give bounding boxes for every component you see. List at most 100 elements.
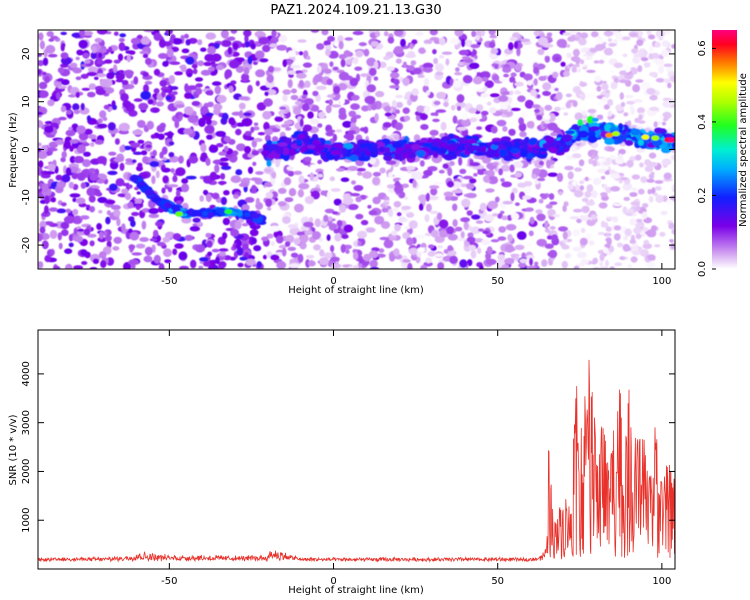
heatmap-cell <box>504 155 513 162</box>
heatmap-cell <box>481 239 491 246</box>
heatmap-cell <box>63 140 71 150</box>
heatmap-cell <box>55 139 65 145</box>
heatmap-cell <box>342 196 354 205</box>
heatmap-cell <box>151 175 156 185</box>
heatmap-cell <box>651 187 656 195</box>
heatmap-cell <box>38 142 42 147</box>
heatmap-cell <box>354 66 363 71</box>
heatmap-cell <box>275 146 284 154</box>
heatmap-cell <box>534 261 539 266</box>
heatmap-cell <box>88 83 97 90</box>
heatmap-cell <box>660 49 670 57</box>
heatmap-cell <box>575 184 580 192</box>
heatmap-cell <box>471 30 476 37</box>
heatmap-cell <box>542 142 553 149</box>
heatmap-cell <box>584 191 592 198</box>
heatmap-cell <box>670 243 675 250</box>
snr-x-axis-label: Height of straight line (km) <box>288 585 424 596</box>
heatmap-cell <box>585 92 596 99</box>
heatmap-cell <box>476 88 485 93</box>
heatmap-cell <box>497 213 503 219</box>
heatmap-cell <box>50 197 56 203</box>
heatmap-cell <box>167 184 179 188</box>
heatmap-cell <box>648 196 654 203</box>
heatmap-cell <box>285 234 295 244</box>
heatmap-cells <box>38 30 675 269</box>
heatmap-cell <box>631 136 638 141</box>
heatmap-cell <box>57 67 65 74</box>
heatmap-cell <box>287 224 298 229</box>
heatmap-cell <box>485 188 495 193</box>
heatmap-cell <box>418 47 426 54</box>
heatmap-cell <box>604 259 609 267</box>
heatmap-cell <box>131 211 140 217</box>
heatmap-cell <box>393 30 404 37</box>
heatmap-cell <box>214 85 222 95</box>
heatmap-cell <box>152 149 157 157</box>
heatmap-cell <box>224 209 233 215</box>
heatmap-cell <box>423 39 433 45</box>
heatmap-cell <box>579 185 585 191</box>
heatmap-cell <box>470 226 481 235</box>
heatmap-cell <box>389 253 396 262</box>
heatmap-cell <box>515 255 520 262</box>
heatmap-cell <box>158 263 165 269</box>
heatmap-cell <box>590 214 597 220</box>
heatmap-cell <box>509 90 514 96</box>
heatmap-cell <box>375 90 385 98</box>
heatmap-cell <box>491 74 500 82</box>
heatmap-cell <box>475 220 484 224</box>
heatmap-cell <box>415 31 424 36</box>
heatmap-cell <box>132 129 144 136</box>
heatmap-cell <box>623 112 629 117</box>
heatmap-cell <box>572 100 578 108</box>
heatmap-cell <box>451 189 463 194</box>
heatmap-cell <box>438 55 445 59</box>
heatmap-cell <box>379 61 387 69</box>
heatmap-cell <box>542 90 552 96</box>
heatmap-cell <box>532 168 541 176</box>
heatmap-cell <box>293 238 301 246</box>
heatmap-cell <box>573 208 583 213</box>
heatmap-cell <box>498 148 508 157</box>
heatmap-cell <box>548 249 558 259</box>
heatmap-cell <box>285 126 292 131</box>
heatmap-cell <box>671 142 675 149</box>
heatmap-cell <box>289 258 296 264</box>
heatmap-cell <box>82 159 91 168</box>
heatmap-cell <box>468 107 477 114</box>
heatmap-cell <box>658 114 664 121</box>
heatmap-cell <box>61 229 69 237</box>
y-tick-label: 1000 <box>21 507 32 532</box>
heatmap-cell <box>302 221 314 228</box>
heatmap-cell <box>588 130 597 137</box>
heatmap-cell <box>412 67 422 75</box>
heatmap-cell <box>626 100 636 105</box>
heatmap-cell <box>502 125 508 132</box>
x-tick-label: 50 <box>491 576 504 587</box>
heatmap-cell <box>544 51 552 56</box>
heatmap-cell <box>330 150 341 156</box>
heatmap-cell <box>529 216 535 225</box>
heatmap-cell <box>250 42 256 50</box>
heatmap-cell <box>618 123 624 131</box>
heatmap-cell <box>605 226 612 232</box>
heatmap-cell <box>281 247 287 257</box>
heatmap-cell <box>207 101 214 108</box>
heatmap-cell <box>632 56 641 64</box>
heatmap-cell <box>671 228 675 235</box>
heatmap-cell <box>367 204 372 209</box>
heatmap-cell <box>483 86 488 92</box>
heatmap-cell <box>488 30 496 36</box>
heatmap-cell <box>487 200 499 210</box>
heatmap-cell <box>470 44 481 49</box>
heatmap-cell <box>389 85 400 89</box>
heatmap-cell <box>563 112 568 116</box>
heatmap-cell <box>223 190 230 196</box>
heatmap-cell <box>326 191 331 201</box>
heatmap-cell <box>619 92 624 100</box>
heatmap-cell <box>501 215 508 221</box>
heatmap-cell <box>417 247 425 253</box>
heatmap-cell <box>264 91 269 97</box>
